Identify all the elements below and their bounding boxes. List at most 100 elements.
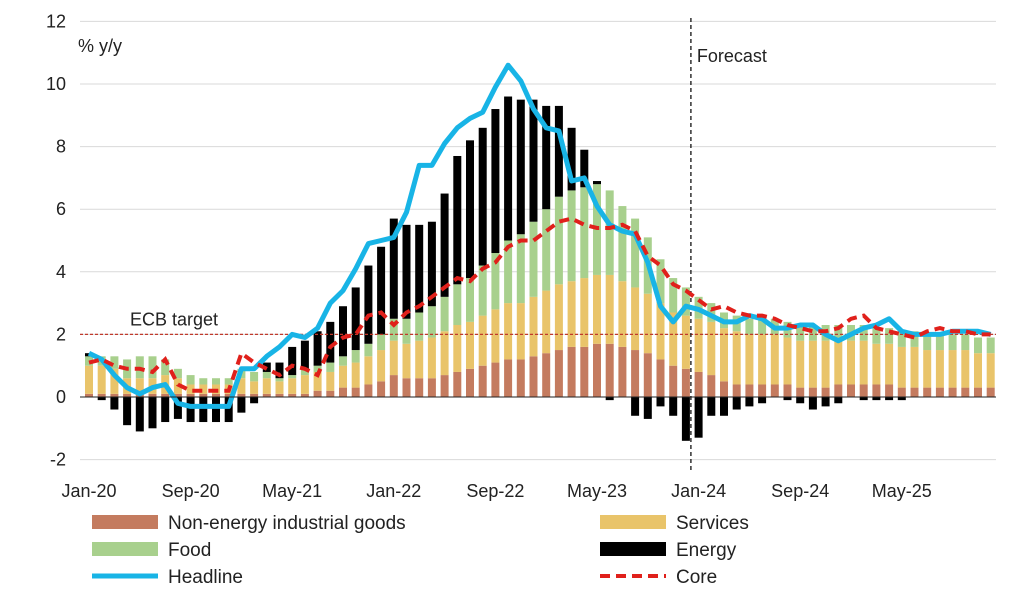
bar-segment-food (961, 334, 970, 351)
y-tick-label: 4 (56, 262, 66, 282)
bar-segment-food (808, 325, 817, 341)
bar-segment-energy (326, 321, 335, 363)
y-tick-label: 10 (46, 74, 66, 94)
bar-segment-serv (923, 350, 932, 388)
bar-segment-energy (707, 397, 716, 416)
bar-segment-serv (326, 371, 335, 391)
bar-segment-serv (542, 290, 551, 354)
bar-segment-food (948, 334, 957, 351)
bar-segment-serv (262, 378, 271, 394)
bar-segment-neig (859, 384, 868, 397)
bar-segment-serv (288, 378, 297, 394)
bar-segment-food (974, 337, 982, 354)
bar-segment-food (986, 337, 995, 354)
bar-segment-serv (821, 340, 830, 388)
bar-segment-serv (605, 274, 614, 344)
bar-segment-food (669, 278, 678, 313)
bar-segment-neig (377, 381, 386, 397)
bar-segment-energy (631, 397, 640, 416)
bar-segment-neig (516, 359, 525, 397)
bar-segment-food (745, 318, 754, 335)
bar-segment-neig (491, 362, 500, 397)
x-tick-label: Sep-20 (162, 481, 220, 501)
bar-segment-food (897, 331, 906, 347)
bar-segment-neig (758, 384, 767, 397)
bar-segment-energy (453, 155, 462, 285)
bar-segment-food (935, 334, 944, 351)
bar-segment-serv (440, 331, 449, 376)
bar-segment-food (834, 325, 843, 341)
bar-segment-serv (567, 281, 576, 347)
headline-line (87, 62, 992, 409)
x-tick-label: Jan-20 (61, 481, 116, 501)
bar-segment-serv (364, 356, 373, 385)
bar-segment-serv (847, 340, 855, 385)
bar-segment-serv (720, 328, 728, 382)
bar-segment-serv (745, 334, 754, 385)
bar-segment-serv (300, 375, 309, 394)
bar-segment-food (529, 221, 538, 297)
bar-segment-serv (389, 340, 398, 376)
legend-label-headline: Headline (168, 567, 243, 588)
bar-segment-serv (377, 350, 386, 382)
bar-segment-serv (859, 340, 868, 385)
bar-segment-energy (516, 99, 525, 235)
bar-segment-energy (300, 340, 309, 369)
x-tick-label: May-21 (262, 481, 322, 501)
bar-segment-neig (732, 384, 741, 397)
bar-segment-neig (593, 343, 601, 397)
bar-segment-food (326, 362, 335, 372)
bar-segment-food (466, 278, 474, 322)
y-tick-label: 12 (46, 11, 66, 31)
bar-segment-neig (161, 393, 170, 397)
bar-segment-food (542, 209, 551, 291)
bar-segment-energy (656, 397, 665, 407)
bar-segment-serv (478, 315, 487, 366)
bar-segment-energy (377, 246, 386, 335)
bar-segment-energy (123, 397, 132, 426)
bar-segment-neig (262, 393, 271, 397)
bar-segment-neig (618, 346, 627, 397)
bar-segment-serv (872, 343, 881, 385)
bar-segment-neig (821, 387, 830, 397)
legend-swatch-serv (600, 515, 666, 529)
bar-segment-neig (402, 378, 411, 397)
bar-segment-energy (542, 105, 551, 210)
bar-segment-neig (897, 387, 906, 397)
bar-segment-neig (745, 384, 754, 397)
bar-segment-energy (745, 397, 754, 407)
bar-segment-neig (605, 343, 614, 397)
bar-segment-serv (97, 365, 106, 394)
bar-segment-food (161, 359, 170, 376)
bar-segment-energy (720, 397, 728, 416)
bar-segment-energy (554, 105, 563, 197)
bar-segment-neig (123, 393, 132, 397)
bar-segment-neig (478, 365, 487, 397)
bar-segment-neig (935, 387, 944, 397)
bar-segment-serv (770, 334, 779, 385)
bar-segment-energy (97, 397, 106, 401)
bar-segment-energy (681, 397, 690, 441)
bar-segment-food (618, 206, 627, 282)
bar-segment-energy (478, 127, 487, 266)
bar-segment-serv (504, 303, 513, 360)
bar-segment-serv (986, 353, 995, 388)
bar-segment-neig (326, 390, 335, 397)
legend-label-food: Food (168, 540, 211, 561)
x-tick-label: Sep-22 (466, 481, 524, 501)
x-axis-ticks: Jan-20 Sep-20 May-21 Jan-22 Sep-22 May-23 Jan-… (61, 481, 931, 501)
bar-segment-energy (605, 397, 614, 401)
y-tick-label: 8 (56, 137, 66, 157)
bar-segment-neig (148, 393, 157, 397)
bar-segment-energy (415, 224, 424, 313)
bar-segment-food (681, 287, 690, 316)
bar-segment-serv (85, 365, 93, 394)
bar-segment-serv (554, 284, 563, 351)
bar-segment-serv (415, 340, 424, 379)
bar-segment-neig (313, 390, 322, 397)
bar-segment-energy (821, 397, 830, 407)
bar-segment-neig (351, 387, 360, 397)
bar-segment-food (707, 303, 716, 322)
bar-segment-food (631, 218, 640, 288)
